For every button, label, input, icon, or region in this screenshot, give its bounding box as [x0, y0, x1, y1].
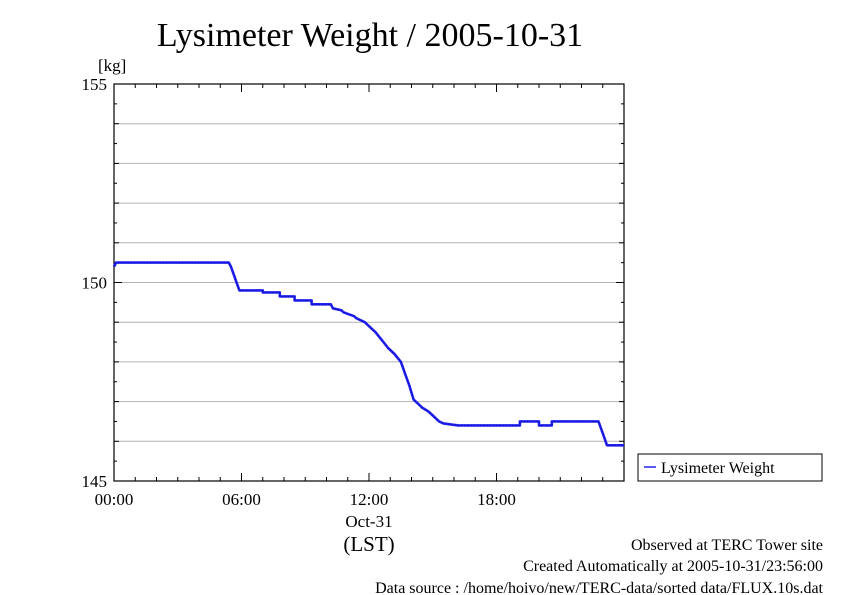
y-tick-label: 145 — [82, 472, 108, 491]
x-tick-label: 00:00 — [95, 490, 134, 509]
footer-observed: Observed at TERC Tower site — [631, 537, 823, 554]
x-tick-label: 06:00 — [222, 490, 261, 509]
grid-lines — [114, 123, 624, 442]
y-axis: 145 150 155 — [82, 75, 624, 491]
series-layer — [112, 261, 624, 447]
legend: Lysimeter Weight — [637, 453, 823, 482]
y-tick-label: 150 — [82, 274, 108, 293]
x-axis: 00:00 06:00 12:00 18:00 — [95, 84, 625, 509]
x-tick-label: 12:00 — [350, 490, 389, 509]
series-markers — [113, 262, 624, 446]
y-tick-label: 155 — [82, 75, 108, 94]
footer-created: Created Automatically at 2005-10-31/23:5… — [523, 558, 823, 575]
legend-box — [637, 453, 823, 482]
x-timezone-label: (LST) — [343, 532, 394, 556]
legend-label: Lysimeter Weight — [661, 460, 775, 477]
series-line — [112, 261, 624, 447]
chart-title: Lysimeter Weight / 2005-10-31 — [157, 17, 583, 54]
y-unit-label: [kg] — [98, 56, 126, 75]
x-tick-label: 18:00 — [477, 490, 516, 509]
x-date-label: Oct-31 — [345, 512, 392, 531]
footer-source: Data source : /home/hoivo/new/TERC-data/… — [375, 580, 823, 595]
